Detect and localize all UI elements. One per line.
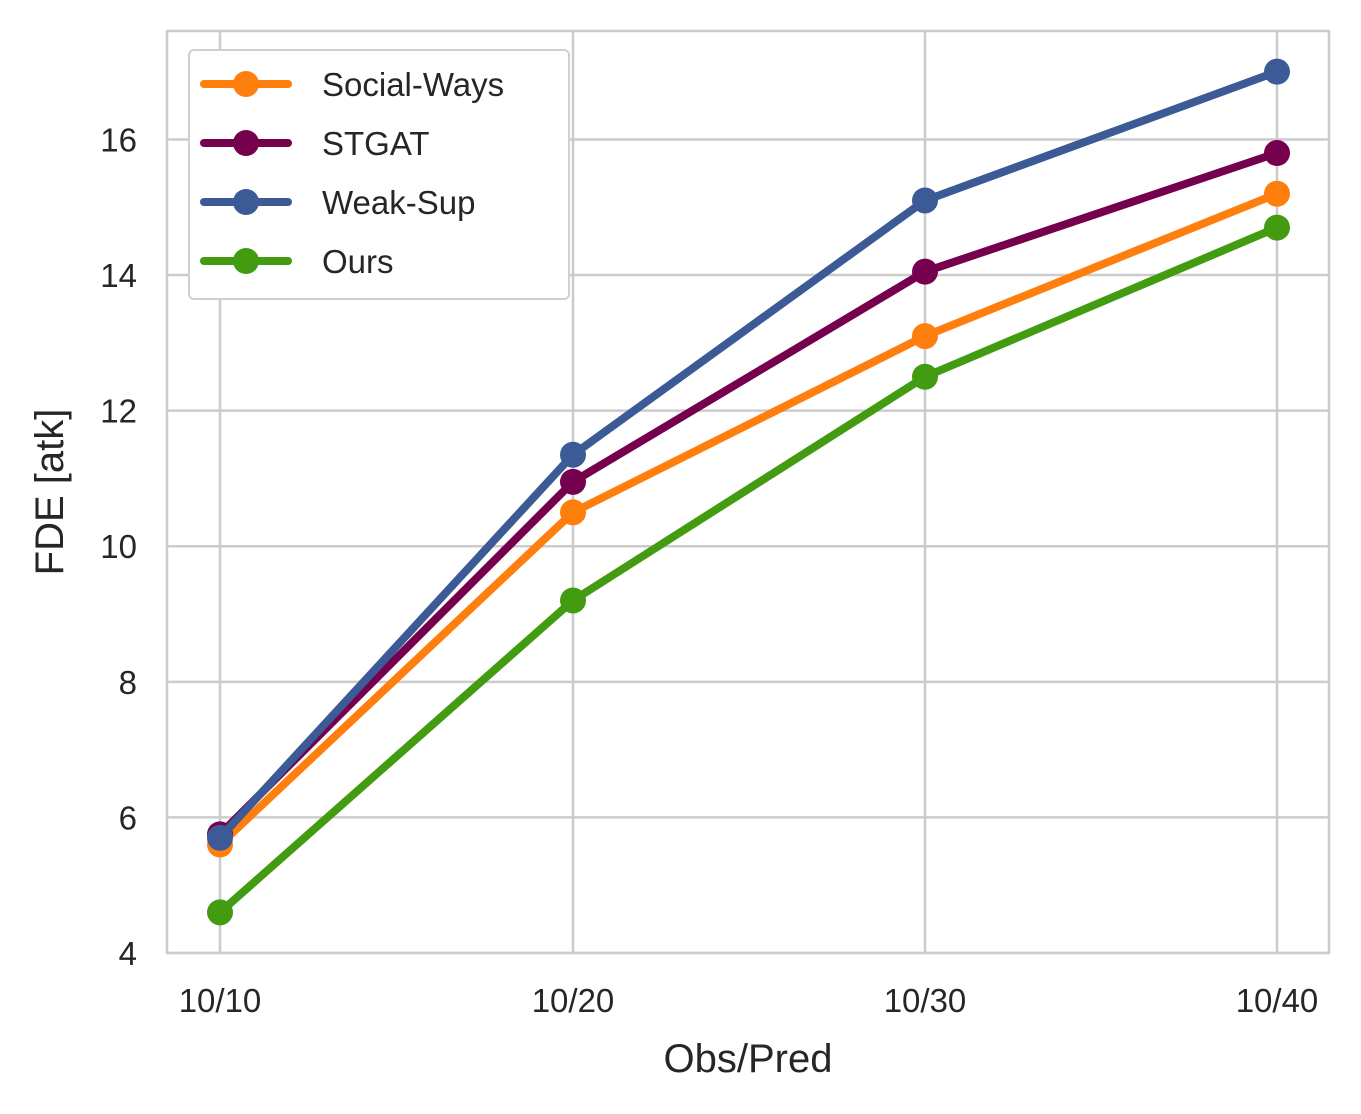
data-point bbox=[912, 323, 938, 350]
y-axis-title: FDE [atk] bbox=[28, 409, 72, 576]
y-tick-label: 10 bbox=[100, 528, 137, 565]
x-tick-label: 10/20 bbox=[532, 982, 615, 1019]
data-point bbox=[912, 363, 938, 390]
series-line bbox=[216, 67, 1281, 842]
y-tick-label: 6 bbox=[119, 799, 137, 836]
y-tick-label: 4 bbox=[119, 935, 137, 972]
data-point bbox=[560, 441, 586, 468]
data-point bbox=[1264, 214, 1290, 241]
x-tick-label: 10/10 bbox=[179, 982, 262, 1019]
legend-marker bbox=[233, 130, 259, 156]
data-point bbox=[560, 499, 586, 526]
legend-box bbox=[188, 49, 570, 300]
legend-marker bbox=[233, 248, 259, 274]
y-tick-labels: 4 6 8 10 12 14 16 bbox=[100, 121, 137, 972]
y-tick-label: 12 bbox=[100, 393, 137, 430]
legend-item: Ours bbox=[200, 243, 394, 280]
legend-item: Social-Ways bbox=[200, 66, 504, 103]
legend-marker bbox=[233, 71, 259, 97]
legend-label: STGAT bbox=[322, 125, 430, 162]
legend-label: Weak-Sup bbox=[322, 184, 475, 221]
legend-item: STGAT bbox=[200, 125, 430, 162]
x-axis-title: Obs/Pred bbox=[664, 1037, 833, 1081]
x-tick-labels: 10/10 10/20 10/30 10/40 bbox=[179, 982, 1319, 1019]
legend-marker bbox=[233, 189, 259, 215]
data-point bbox=[912, 258, 938, 285]
series-layer bbox=[207, 58, 1290, 926]
data-point bbox=[1264, 58, 1290, 85]
x-tick-label: 10/40 bbox=[1236, 982, 1319, 1019]
data-point bbox=[207, 899, 233, 926]
data-point bbox=[207, 824, 233, 851]
legend-item: Weak-Sup bbox=[200, 184, 475, 221]
series-weak-sup bbox=[207, 58, 1290, 851]
x-tick-label: 10/30 bbox=[884, 982, 967, 1019]
data-point bbox=[1264, 140, 1290, 167]
data-point bbox=[560, 587, 586, 614]
plot-area-frame bbox=[165, 29, 1331, 955]
data-point bbox=[912, 187, 938, 214]
series-line bbox=[216, 189, 1281, 849]
y-tick-label: 16 bbox=[100, 121, 137, 158]
legend-label: Ours bbox=[322, 243, 394, 280]
legend-label: Social-Ways bbox=[322, 66, 504, 103]
data-point bbox=[560, 468, 586, 495]
data-point bbox=[1264, 180, 1290, 207]
series-ours bbox=[207, 214, 1290, 926]
series-line bbox=[216, 149, 1281, 839]
legend: Social-Ways STGAT Weak-Sup Ours bbox=[188, 49, 570, 300]
y-tick-label: 14 bbox=[100, 257, 137, 294]
series-line bbox=[216, 223, 1281, 917]
y-tick-label: 8 bbox=[119, 664, 137, 701]
